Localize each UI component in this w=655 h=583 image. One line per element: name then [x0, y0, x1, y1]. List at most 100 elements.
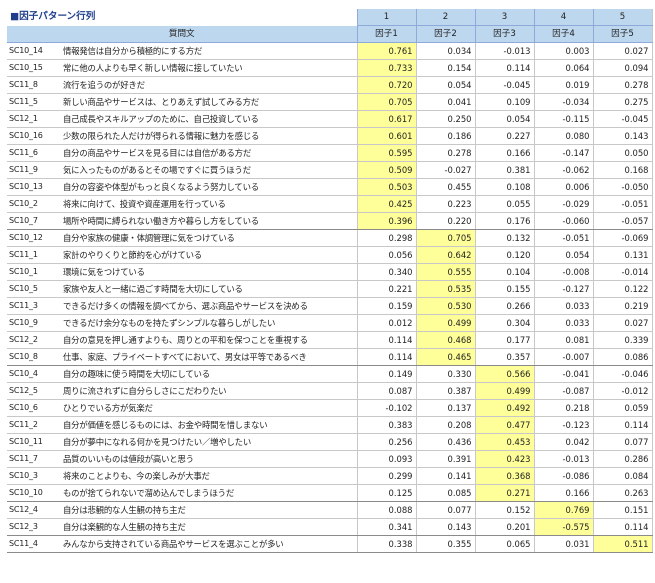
- loading-factor-1: 0.341: [356, 518, 416, 537]
- loading-factor-2: 0.137: [415, 399, 475, 418]
- loading-factor-1: 0.299: [356, 467, 416, 486]
- question-text: ひとりでいる方が気楽だ: [61, 399, 357, 418]
- question-code: SC10_16: [7, 127, 61, 146]
- table-row: SC10_2 将来に向けて、投資や資産運用を行っている 0.425 0.223 0.05…: [7, 195, 653, 214]
- loading-factor-2: 0.077: [415, 501, 475, 520]
- question-code: SC10_12: [7, 229, 61, 248]
- loading-factor-4: -0.041: [533, 365, 593, 384]
- loading-factor-3: 0.166: [474, 144, 534, 163]
- loading-factor-5: 0.086: [592, 348, 653, 367]
- loading-factor-4: 0.769: [533, 501, 593, 520]
- table-row: SC10_15 常に他の人よりも早く新しい情報に接していたい 0.733 0.154 0…: [7, 59, 653, 78]
- question-text: 気に入ったものがあるとその場ですぐに買うほうだ: [61, 161, 357, 180]
- loading-factor-5: 0.286: [592, 450, 653, 469]
- loading-factor-2: 0.154: [415, 59, 475, 78]
- loading-factor-3: 0.201: [474, 518, 534, 537]
- loading-factor-5: -0.012: [592, 382, 653, 401]
- loading-factor-1: 0.396: [356, 212, 416, 231]
- loading-factor-4: 0.006: [533, 178, 593, 197]
- question-text: みんなから支持されている商品やサービスを選ぶことが多い: [61, 535, 357, 554]
- loading-factor-2: 0.278: [415, 144, 475, 163]
- question-code: SC10_11: [7, 433, 61, 452]
- loading-factor-4: 0.218: [533, 399, 593, 418]
- loading-factor-4: -0.123: [533, 416, 593, 435]
- question-code: SC10_8: [7, 348, 61, 367]
- loading-factor-4: -0.013: [533, 450, 593, 469]
- loading-factor-2: 0.642: [415, 246, 475, 265]
- table-row: SC11_9 気に入ったものがあるとその場ですぐに買うほうだ 0.509 -0.027…: [7, 161, 653, 180]
- question-code: SC10_5: [7, 280, 61, 299]
- loading-factor-4: -0.051: [533, 229, 593, 248]
- loading-factor-5: 0.122: [592, 280, 653, 299]
- loading-factor-5: -0.050: [592, 178, 653, 197]
- loading-factor-2: 0.208: [415, 416, 475, 435]
- loading-factor-3: 0.381: [474, 161, 534, 180]
- loading-factor-1: 0.425: [356, 195, 416, 214]
- loading-factor-3: 0.477: [474, 416, 534, 435]
- loading-factor-1: 0.298: [356, 229, 416, 248]
- loading-factor-2: 0.436: [415, 433, 475, 452]
- loading-factor-4: 0.033: [533, 314, 593, 333]
- loading-factor-4: -0.086: [533, 467, 593, 486]
- loading-factor-2: 0.555: [415, 263, 475, 282]
- loading-factor-5: 0.094: [592, 59, 653, 78]
- table-title: ■因子パターン行列: [7, 9, 357, 26]
- loading-factor-2: 0.034: [415, 42, 475, 61]
- loading-factor-4: 0.019: [533, 76, 593, 95]
- loading-factor-3: 0.357: [474, 348, 534, 367]
- table-row: SC12_2 自分の意見を押し通すよりも、周りとの平和を保つことを重視する 0.11…: [7, 331, 653, 350]
- question-text: 家計のやりくりと節約を心がけている: [61, 246, 357, 265]
- loading-factor-2: 0.041: [415, 93, 475, 112]
- question-code: SC11_2: [7, 416, 61, 435]
- question-text: 仕事、家庭、プライベートすべてにおいて、男女は平等であるべき: [61, 348, 357, 367]
- loading-factor-3: 0.177: [474, 331, 534, 350]
- loading-factor-2: 0.141: [415, 467, 475, 486]
- loading-factor-2: 0.455: [415, 178, 475, 197]
- table-row: SC11_3 できるだけ多くの情報を調べてから、選ぶ商品やサービスを決める 0.15…: [7, 297, 653, 316]
- table-row: SC10_12 自分や家族の健康・体調管理に気をつけている 0.298 0.705 0.…: [7, 229, 653, 248]
- loading-factor-1: 0.256: [356, 433, 416, 452]
- loading-factor-5: 0.275: [592, 93, 653, 112]
- table-row: SC11_6 自分の商品やサービスを見る目には自信がある方だ 0.595 0.278 0…: [7, 144, 653, 163]
- question-code: SC10_6: [7, 399, 61, 418]
- question-code: SC10_15: [7, 59, 61, 78]
- question-text: 流行を追うのが好きだ: [61, 76, 357, 95]
- table-row: SC11_1 家計のやりくりと節約を心がけている 0.056 0.642 0.120 0.…: [7, 246, 653, 265]
- loading-factor-3: -0.013: [474, 42, 534, 61]
- table-row: SC11_5 新しい商品やサービスは、とりあえず試してみる方だ 0.705 0.041…: [7, 93, 653, 112]
- loading-factor-1: 0.114: [356, 331, 416, 350]
- loading-factor-5: 0.084: [592, 467, 653, 486]
- loading-factor-2: 0.355: [415, 535, 475, 554]
- loading-factor-4: -0.115: [533, 110, 593, 129]
- question-text: できるだけ多くの情報を調べてから、選ぶ商品やサービスを決める: [61, 297, 357, 316]
- table-row: SC11_2 自分が価値を感じるものには、お金や時間を惜しまない 0.383 0.20…: [7, 416, 653, 435]
- loading-factor-5: 0.339: [592, 331, 653, 350]
- question-text: 常に他の人よりも早く新しい情報に接していたい: [61, 59, 357, 78]
- factor-number-2: 2: [415, 9, 475, 27]
- question-text: 周りに流されずに自分らしさにこだわりたい: [61, 382, 357, 401]
- factor-label-4: 因子4: [533, 25, 593, 44]
- question-text: 情報発信は自分から積極的にする方だ: [61, 42, 357, 61]
- loading-factor-1: 0.340: [356, 263, 416, 282]
- question-code: SC11_4: [7, 535, 61, 554]
- loading-factor-3: 0.054: [474, 110, 534, 129]
- loading-factor-5: 0.131: [592, 246, 653, 265]
- loading-factor-4: -0.575: [533, 518, 593, 537]
- loading-factor-2: 0.468: [415, 331, 475, 350]
- loading-factor-2: 0.250: [415, 110, 475, 129]
- loading-factor-1: 0.088: [356, 501, 416, 520]
- loading-factor-2: 0.391: [415, 450, 475, 469]
- loading-factor-1: -0.102: [356, 399, 416, 418]
- question-code: SC10_14: [7, 42, 61, 61]
- loading-factor-3: 0.055: [474, 195, 534, 214]
- factor-number-5: 5: [592, 9, 653, 27]
- question-text: 場所や時間に縛られない働き方や暮らし方をしている: [61, 212, 357, 231]
- question-code: SC10_9: [7, 314, 61, 333]
- table-row: SC10_3 将来のことよりも、今の楽しみが大事だ 0.299 0.141 0.368-…: [7, 467, 653, 486]
- loading-factor-1: 0.159: [356, 297, 416, 316]
- question-code: SC10_1: [7, 263, 61, 282]
- loading-factor-3: 0.423: [474, 450, 534, 469]
- loading-factor-3: 0.065: [474, 535, 534, 554]
- loading-factor-1: 0.087: [356, 382, 416, 401]
- loading-factor-3: 0.368: [474, 467, 534, 486]
